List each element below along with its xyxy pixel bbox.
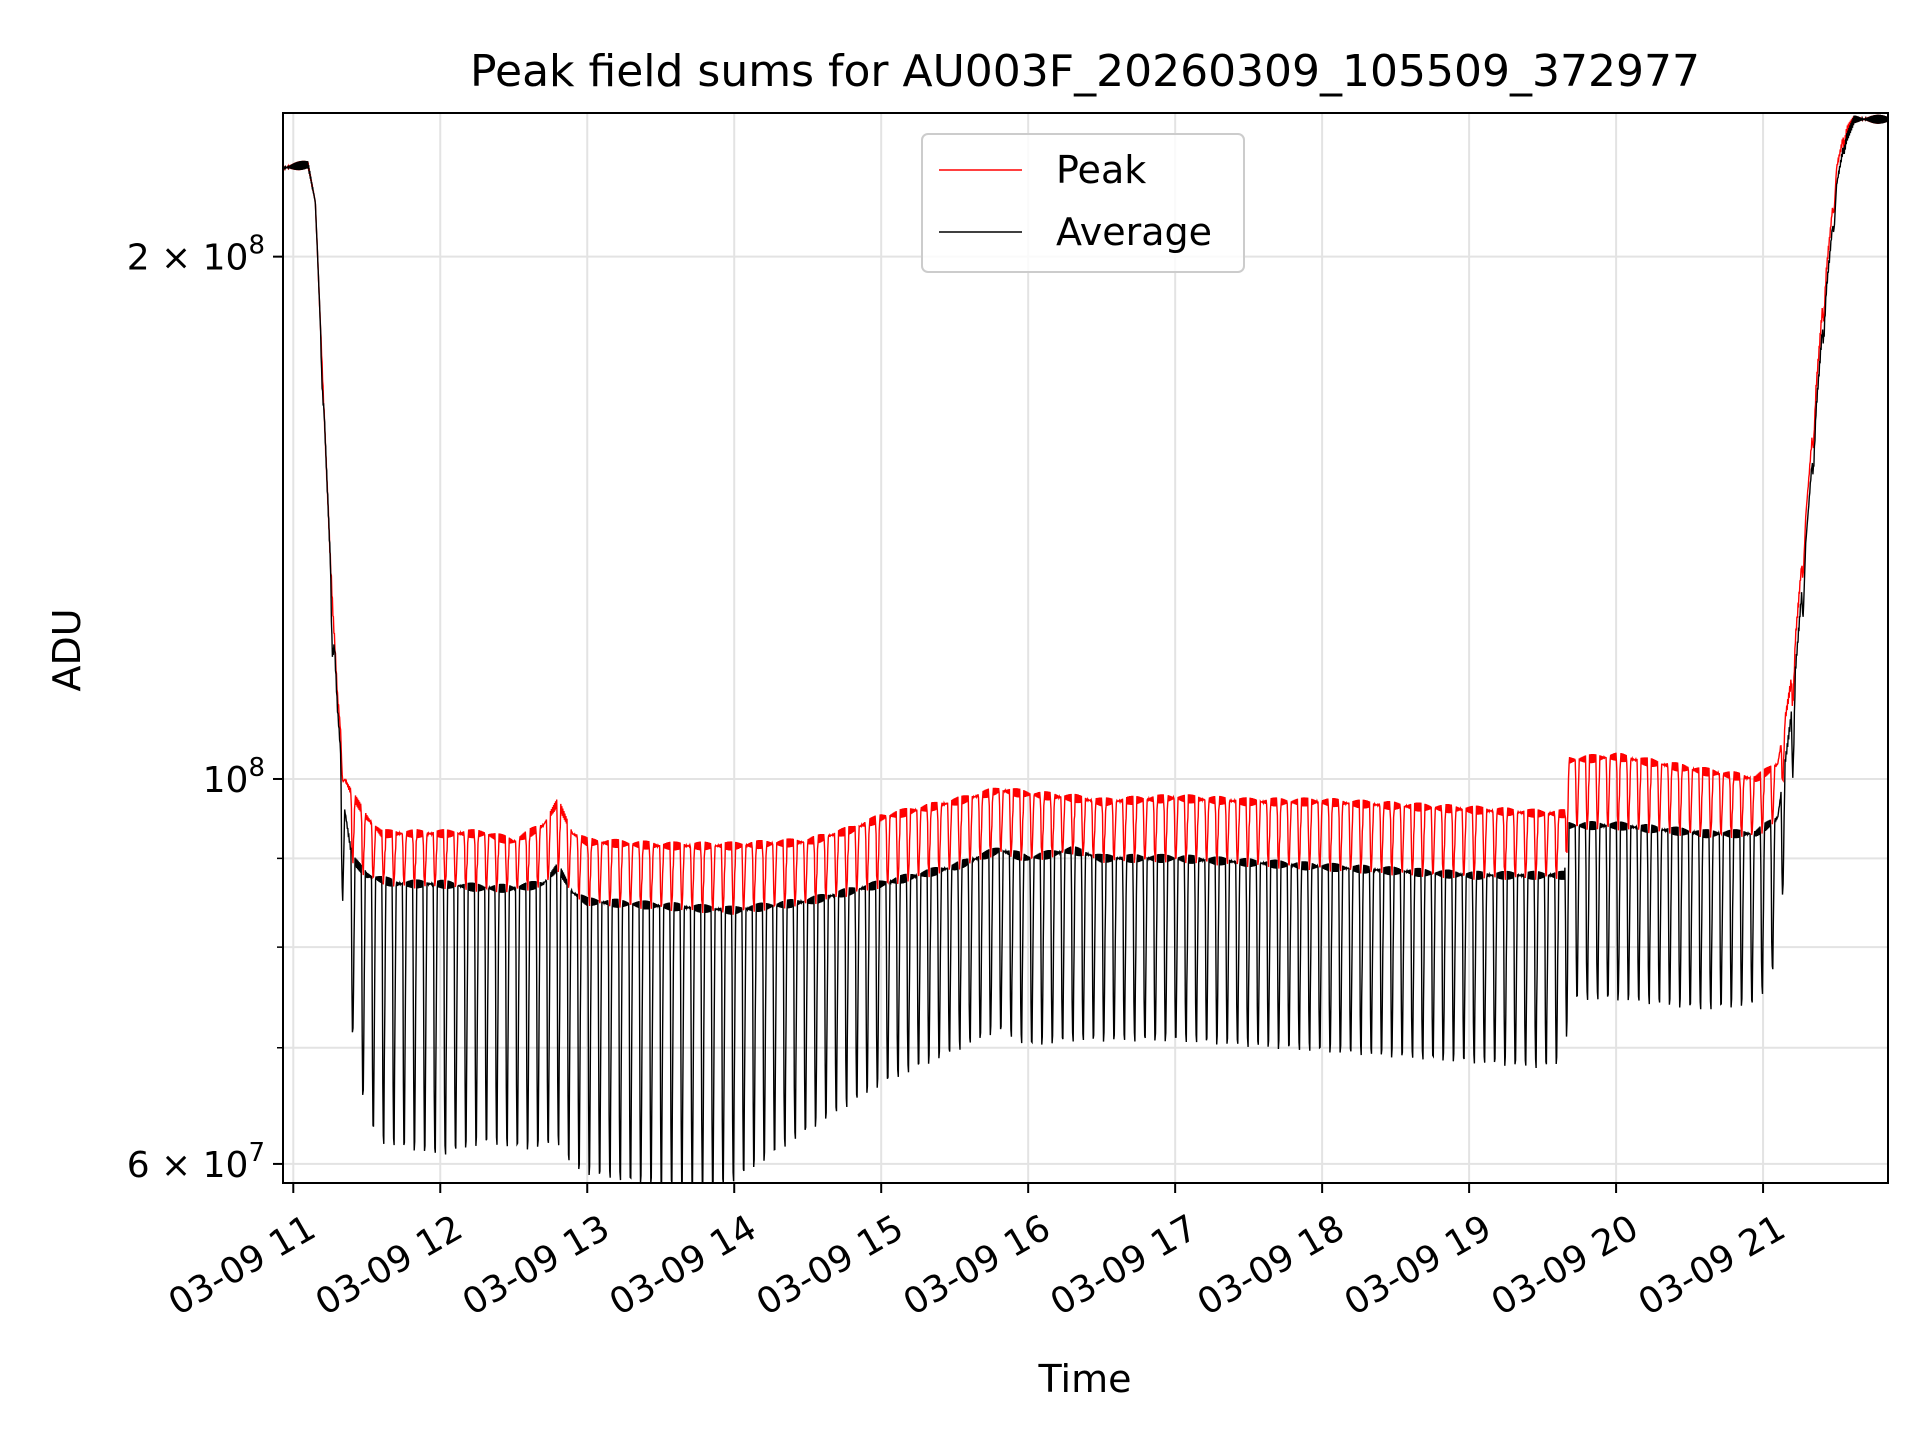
axes-frame: [282, 112, 1889, 1184]
y-axis-label: ADU: [45, 608, 89, 691]
y-tick-label: 108: [203, 753, 265, 801]
legend-box: [921, 133, 1245, 273]
legend: Peak Average: [921, 133, 1245, 273]
plot-area: [283, 114, 1888, 1183]
legend-label-peak: Peak: [1056, 148, 1146, 192]
legend-label-average: Average: [1056, 210, 1212, 254]
x-axis-label: Time: [1038, 1357, 1132, 1401]
series-line-average: [283, 114, 1888, 1183]
series-line-peak: [283, 114, 1888, 915]
y-tick-label: 6 × 107: [127, 1138, 265, 1186]
chart-title: Peak field sums for AU003F_20260309_1055…: [470, 46, 1700, 97]
y-tick-label: 2 × 108: [127, 231, 265, 279]
